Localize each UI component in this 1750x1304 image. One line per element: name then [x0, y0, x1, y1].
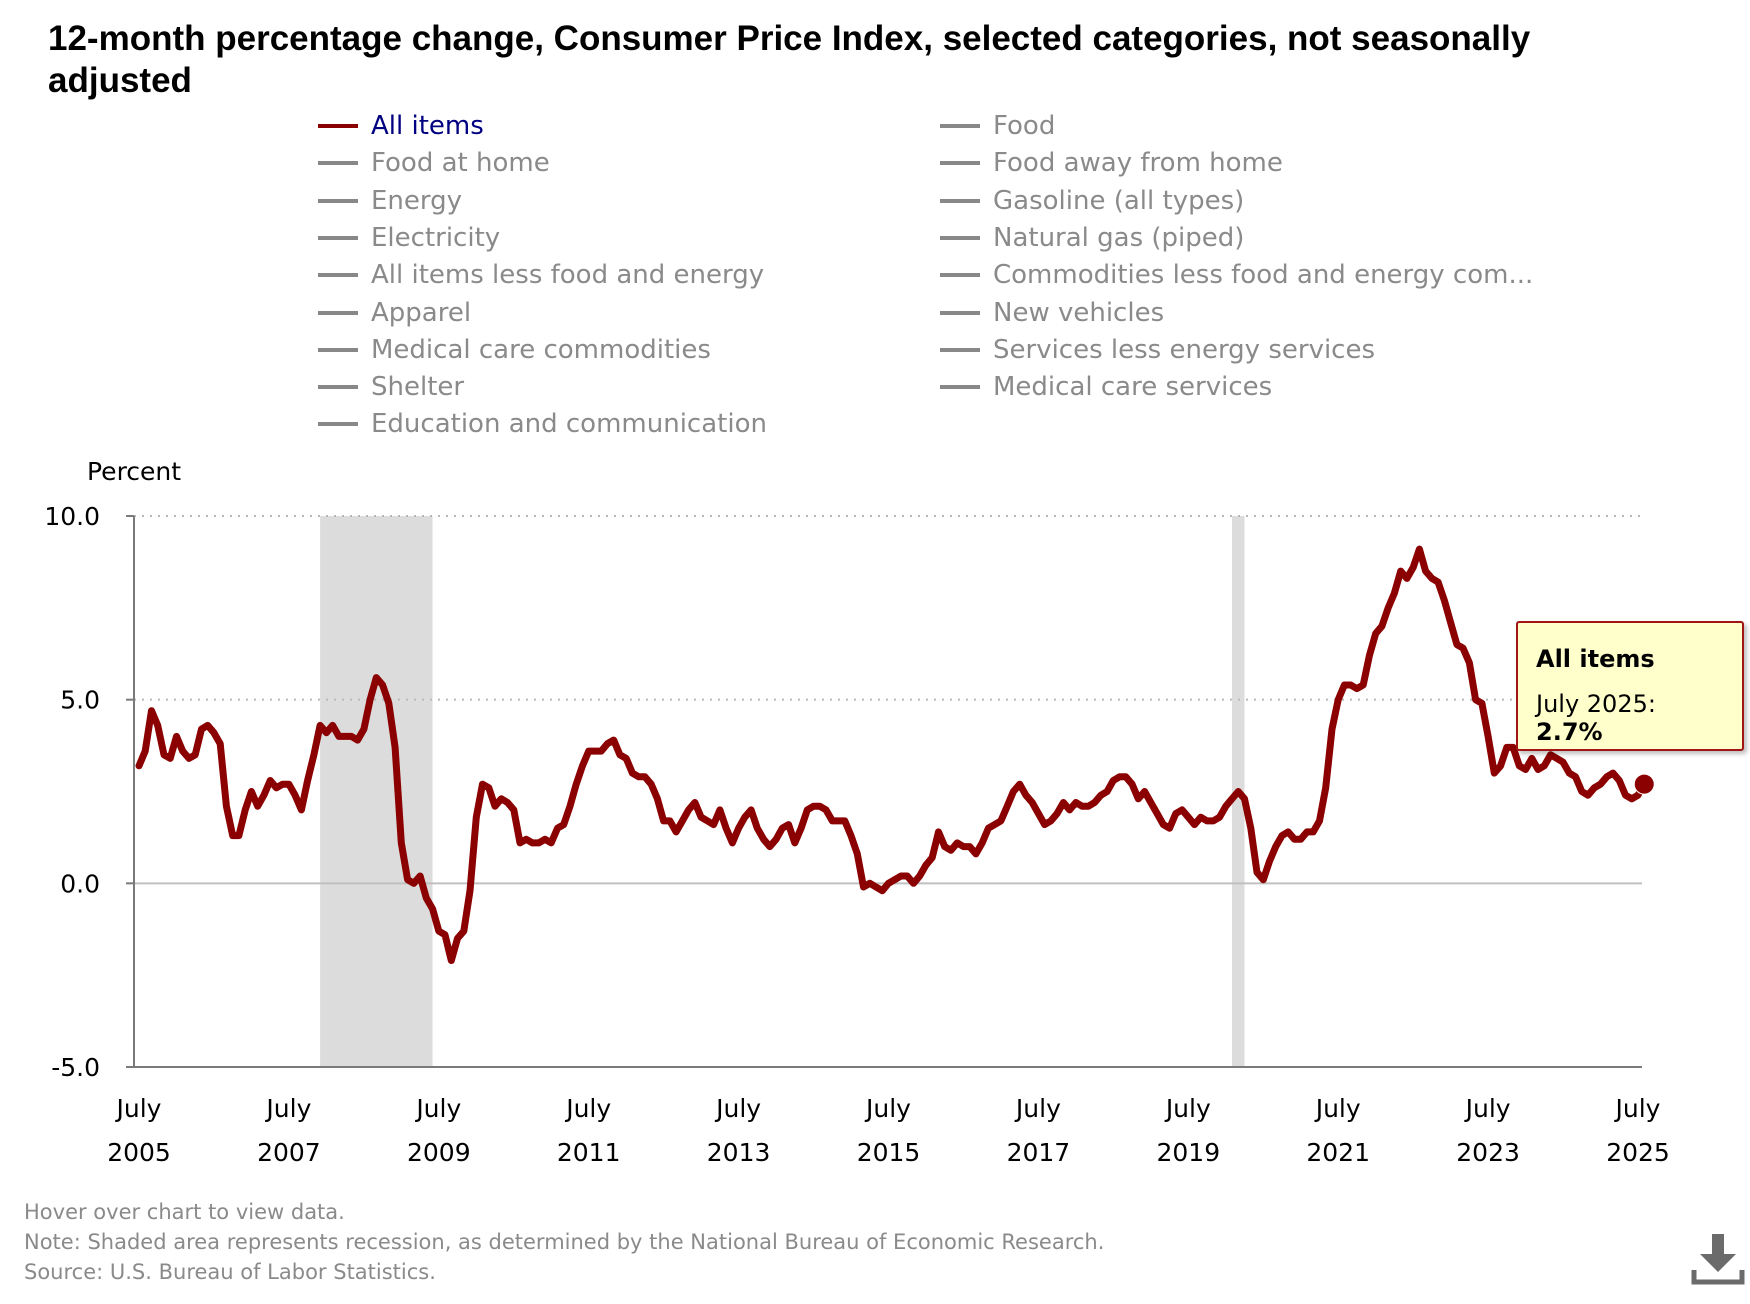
legend-item-food-at-home[interactable]: Food at home [318, 145, 550, 181]
tooltip-series-name: All items [1536, 645, 1655, 673]
legend-item-shelter[interactable]: Shelter [318, 369, 464, 405]
legend-item-all-items[interactable]: All items [318, 108, 484, 144]
x-tick-year: 2011 [557, 1138, 621, 1167]
legend-item-apparel[interactable]: Apparel [318, 295, 471, 331]
x-tick-year: 2025 [1606, 1138, 1670, 1167]
legend-item-gasoline-all-types[interactable]: Gasoline (all types) [940, 183, 1244, 219]
chart-plot[interactable]: Percent 10.0 5.0 0.0 -5.0 July 2005 July 2007 Jul… [0, 0, 1750, 1190]
legend-item-commodities-less-food-and-energy-com[interactable]: Commodities less food and energy com... [940, 257, 1533, 293]
legend-label: Apparel [371, 297, 472, 328]
x-tick-month: July [1164, 1094, 1211, 1123]
legend-label: Medical care services [993, 372, 1273, 403]
legend-swatch [318, 235, 358, 240]
legend-label: All items less food and energy [371, 260, 765, 291]
legend-label: All items [371, 111, 484, 141]
x-tick-month: July [1014, 1094, 1061, 1123]
series-line-all-items [135, 545, 1648, 964]
legend-swatch [940, 161, 980, 166]
legend-label: Gasoline (all types) [993, 185, 1245, 216]
legend-swatch [940, 124, 980, 128]
x-tick-year: 2013 [707, 1138, 771, 1167]
legend-label: Food away from home [993, 148, 1283, 179]
x-tick-month: July [115, 1094, 162, 1123]
x-tick-year: 2017 [1007, 1138, 1071, 1167]
legend-swatch [940, 273, 980, 278]
download-icon [1691, 1234, 1745, 1285]
legend-swatch [318, 310, 358, 315]
legend-label: Electricity [371, 222, 501, 253]
legend-item-services-less-energy-services[interactable]: Services less energy services [940, 332, 1375, 368]
y-axis-title: Percent [87, 457, 181, 486]
chart-notes: Hover over chart to view data. Note: Sha… [24, 1197, 1104, 1287]
legend-item-medical-care-commodities[interactable]: Medical care commodities [318, 332, 711, 368]
x-tick-month: July [414, 1094, 461, 1123]
tooltip-value-row: July 2025: 2.7% [1536, 690, 1724, 746]
legend-label: Shelter [371, 372, 465, 403]
legend-label: Natural gas (piped) [993, 222, 1245, 253]
recession-band [320, 516, 433, 1067]
legend-swatch [940, 310, 980, 315]
legend-swatch [318, 124, 358, 128]
legend-swatch [318, 422, 358, 427]
y-tick-label: 0.0 [60, 869, 100, 898]
x-tick-month: July [1614, 1094, 1661, 1123]
legend-swatch [318, 347, 358, 352]
legend-swatch [940, 235, 980, 240]
axis-labels: Percent 10.0 5.0 0.0 -5.0 July 2005 July 2007 Jul… [44, 457, 1669, 1167]
chart-title: 12-month percentage change, Consumer Pri… [48, 19, 1531, 100]
x-tick-year: 2021 [1306, 1138, 1370, 1167]
highlighted-point [1633, 773, 1655, 795]
legend-item-all-items-less-food-and-energy[interactable]: All items less food and energy [318, 257, 764, 293]
tooltip-date: July 2025: [1536, 690, 1656, 718]
legend-item-natural-gas-piped[interactable]: Natural gas (piped) [940, 220, 1244, 256]
x-tick-month: July [1314, 1094, 1361, 1123]
legend-item-medical-care-services[interactable]: Medical care services [940, 369, 1272, 405]
legend-label: Food [993, 111, 1056, 141]
legend-label: Medical care commodities [371, 334, 711, 365]
x-tick-month: July [264, 1094, 311, 1123]
y-tick-label: 5.0 [60, 686, 100, 715]
legend-swatch [940, 347, 980, 352]
legend-swatch [318, 385, 358, 390]
x-tick-year: 2005 [107, 1138, 171, 1167]
data-tooltip: All items July 2025: 2.7% [1516, 621, 1744, 751]
x-tick-year: 2015 [857, 1138, 921, 1167]
legend-swatch [940, 198, 980, 203]
legend-label: Food at home [371, 148, 550, 179]
legend: All items Food Food at home Food away from … [318, 108, 1618, 453]
legend-item-food[interactable]: Food [940, 108, 1055, 144]
x-tick-month: July [864, 1094, 911, 1123]
legend-swatch [318, 273, 358, 278]
download-button[interactable] [1690, 1232, 1746, 1288]
series-lines [135, 545, 1655, 964]
tooltip-value: 2.7% [1536, 718, 1603, 746]
x-tick-year: 2023 [1456, 1138, 1520, 1167]
x-tick-month: July [564, 1094, 611, 1123]
legend-item-new-vehicles[interactable]: New vehicles [940, 295, 1164, 331]
legend-item-food-away-from-home[interactable]: Food away from home [940, 145, 1283, 181]
legend-item-education-and-communication[interactable]: Education and communication [318, 406, 767, 442]
y-tick-label: 10.0 [44, 502, 100, 531]
axes [126, 515, 1642, 1068]
x-tick-year: 2007 [257, 1138, 321, 1167]
source-note: Source: U.S. Bureau of Labor Statistics. [24, 1260, 436, 1284]
legend-swatch [318, 161, 358, 166]
recession-note: Note: Shaded area represents recession, … [24, 1230, 1105, 1254]
hover-hint: Hover over chart to view data. [24, 1200, 345, 1224]
recession-bands [320, 516, 1245, 1067]
legend-swatch [940, 385, 980, 390]
x-tick-month: July [1464, 1094, 1511, 1123]
x-tick-month: July [714, 1094, 761, 1123]
legend-swatch [318, 198, 358, 203]
legend-item-electricity[interactable]: Electricity [318, 220, 500, 256]
x-tick-year: 2009 [407, 1138, 471, 1167]
legend-label: Services less energy services [993, 334, 1376, 365]
x-tick-year: 2019 [1156, 1138, 1220, 1167]
legend-label: Commodities less food and energy com... [993, 260, 1534, 291]
legend-item-energy[interactable]: Energy [318, 183, 462, 219]
y-tick-label: -5.0 [51, 1053, 100, 1082]
legend-label: New vehicles [993, 297, 1165, 328]
legend-label: Energy [371, 185, 463, 216]
legend-label: Education and communication [371, 409, 767, 440]
